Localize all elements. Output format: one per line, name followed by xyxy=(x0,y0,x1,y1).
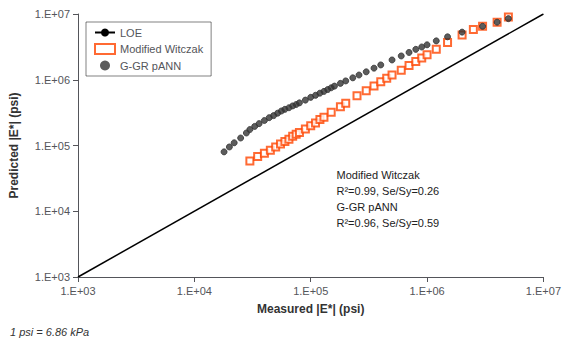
svg-text:G-GR pANN: G-GR pANN xyxy=(120,60,181,72)
svg-text:G-GR pANN: G-GR pANN xyxy=(337,201,398,213)
svg-text:1.E+04: 1.E+04 xyxy=(35,205,70,217)
svg-text:1.E+03: 1.E+03 xyxy=(35,271,70,283)
svg-text:R²=0.96, Se/Sy=0.59: R²=0.96, Se/Sy=0.59 xyxy=(337,217,440,229)
svg-text:Measured |E*| (psi): Measured |E*| (psi) xyxy=(257,302,364,316)
svg-text:Predicted |E*| (psi): Predicted |E*| (psi) xyxy=(7,92,21,198)
svg-text:Modified Witczak: Modified Witczak xyxy=(337,169,421,181)
svg-text:1.E+06: 1.E+06 xyxy=(409,285,444,297)
svg-text:LOE: LOE xyxy=(120,27,142,39)
svg-text:1.E+03: 1.E+03 xyxy=(60,285,95,297)
svg-text:R²=0.99, Se/Sy=0.26: R²=0.99, Se/Sy=0.26 xyxy=(337,185,440,197)
svg-text:1 psi = 6.86 kPa: 1 psi = 6.86 kPa xyxy=(10,326,89,338)
svg-text:Modified Witczak: Modified Witczak xyxy=(120,43,204,55)
svg-text:1.E+07: 1.E+07 xyxy=(35,8,70,20)
svg-text:1.E+04: 1.E+04 xyxy=(177,285,212,297)
svg-text:1.E+06: 1.E+06 xyxy=(35,74,70,86)
svg-text:1.E+07: 1.E+07 xyxy=(526,285,561,297)
svg-text:1.E+05: 1.E+05 xyxy=(35,140,70,152)
svg-text:1.E+05: 1.E+05 xyxy=(293,285,328,297)
